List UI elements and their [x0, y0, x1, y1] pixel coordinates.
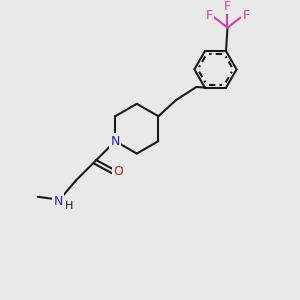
- Text: N: N: [53, 195, 63, 208]
- Text: F: F: [242, 10, 250, 22]
- Text: F: F: [224, 0, 231, 13]
- Text: H: H: [65, 201, 73, 211]
- Text: O: O: [113, 165, 123, 178]
- Text: N: N: [111, 135, 120, 148]
- Text: F: F: [206, 10, 213, 22]
